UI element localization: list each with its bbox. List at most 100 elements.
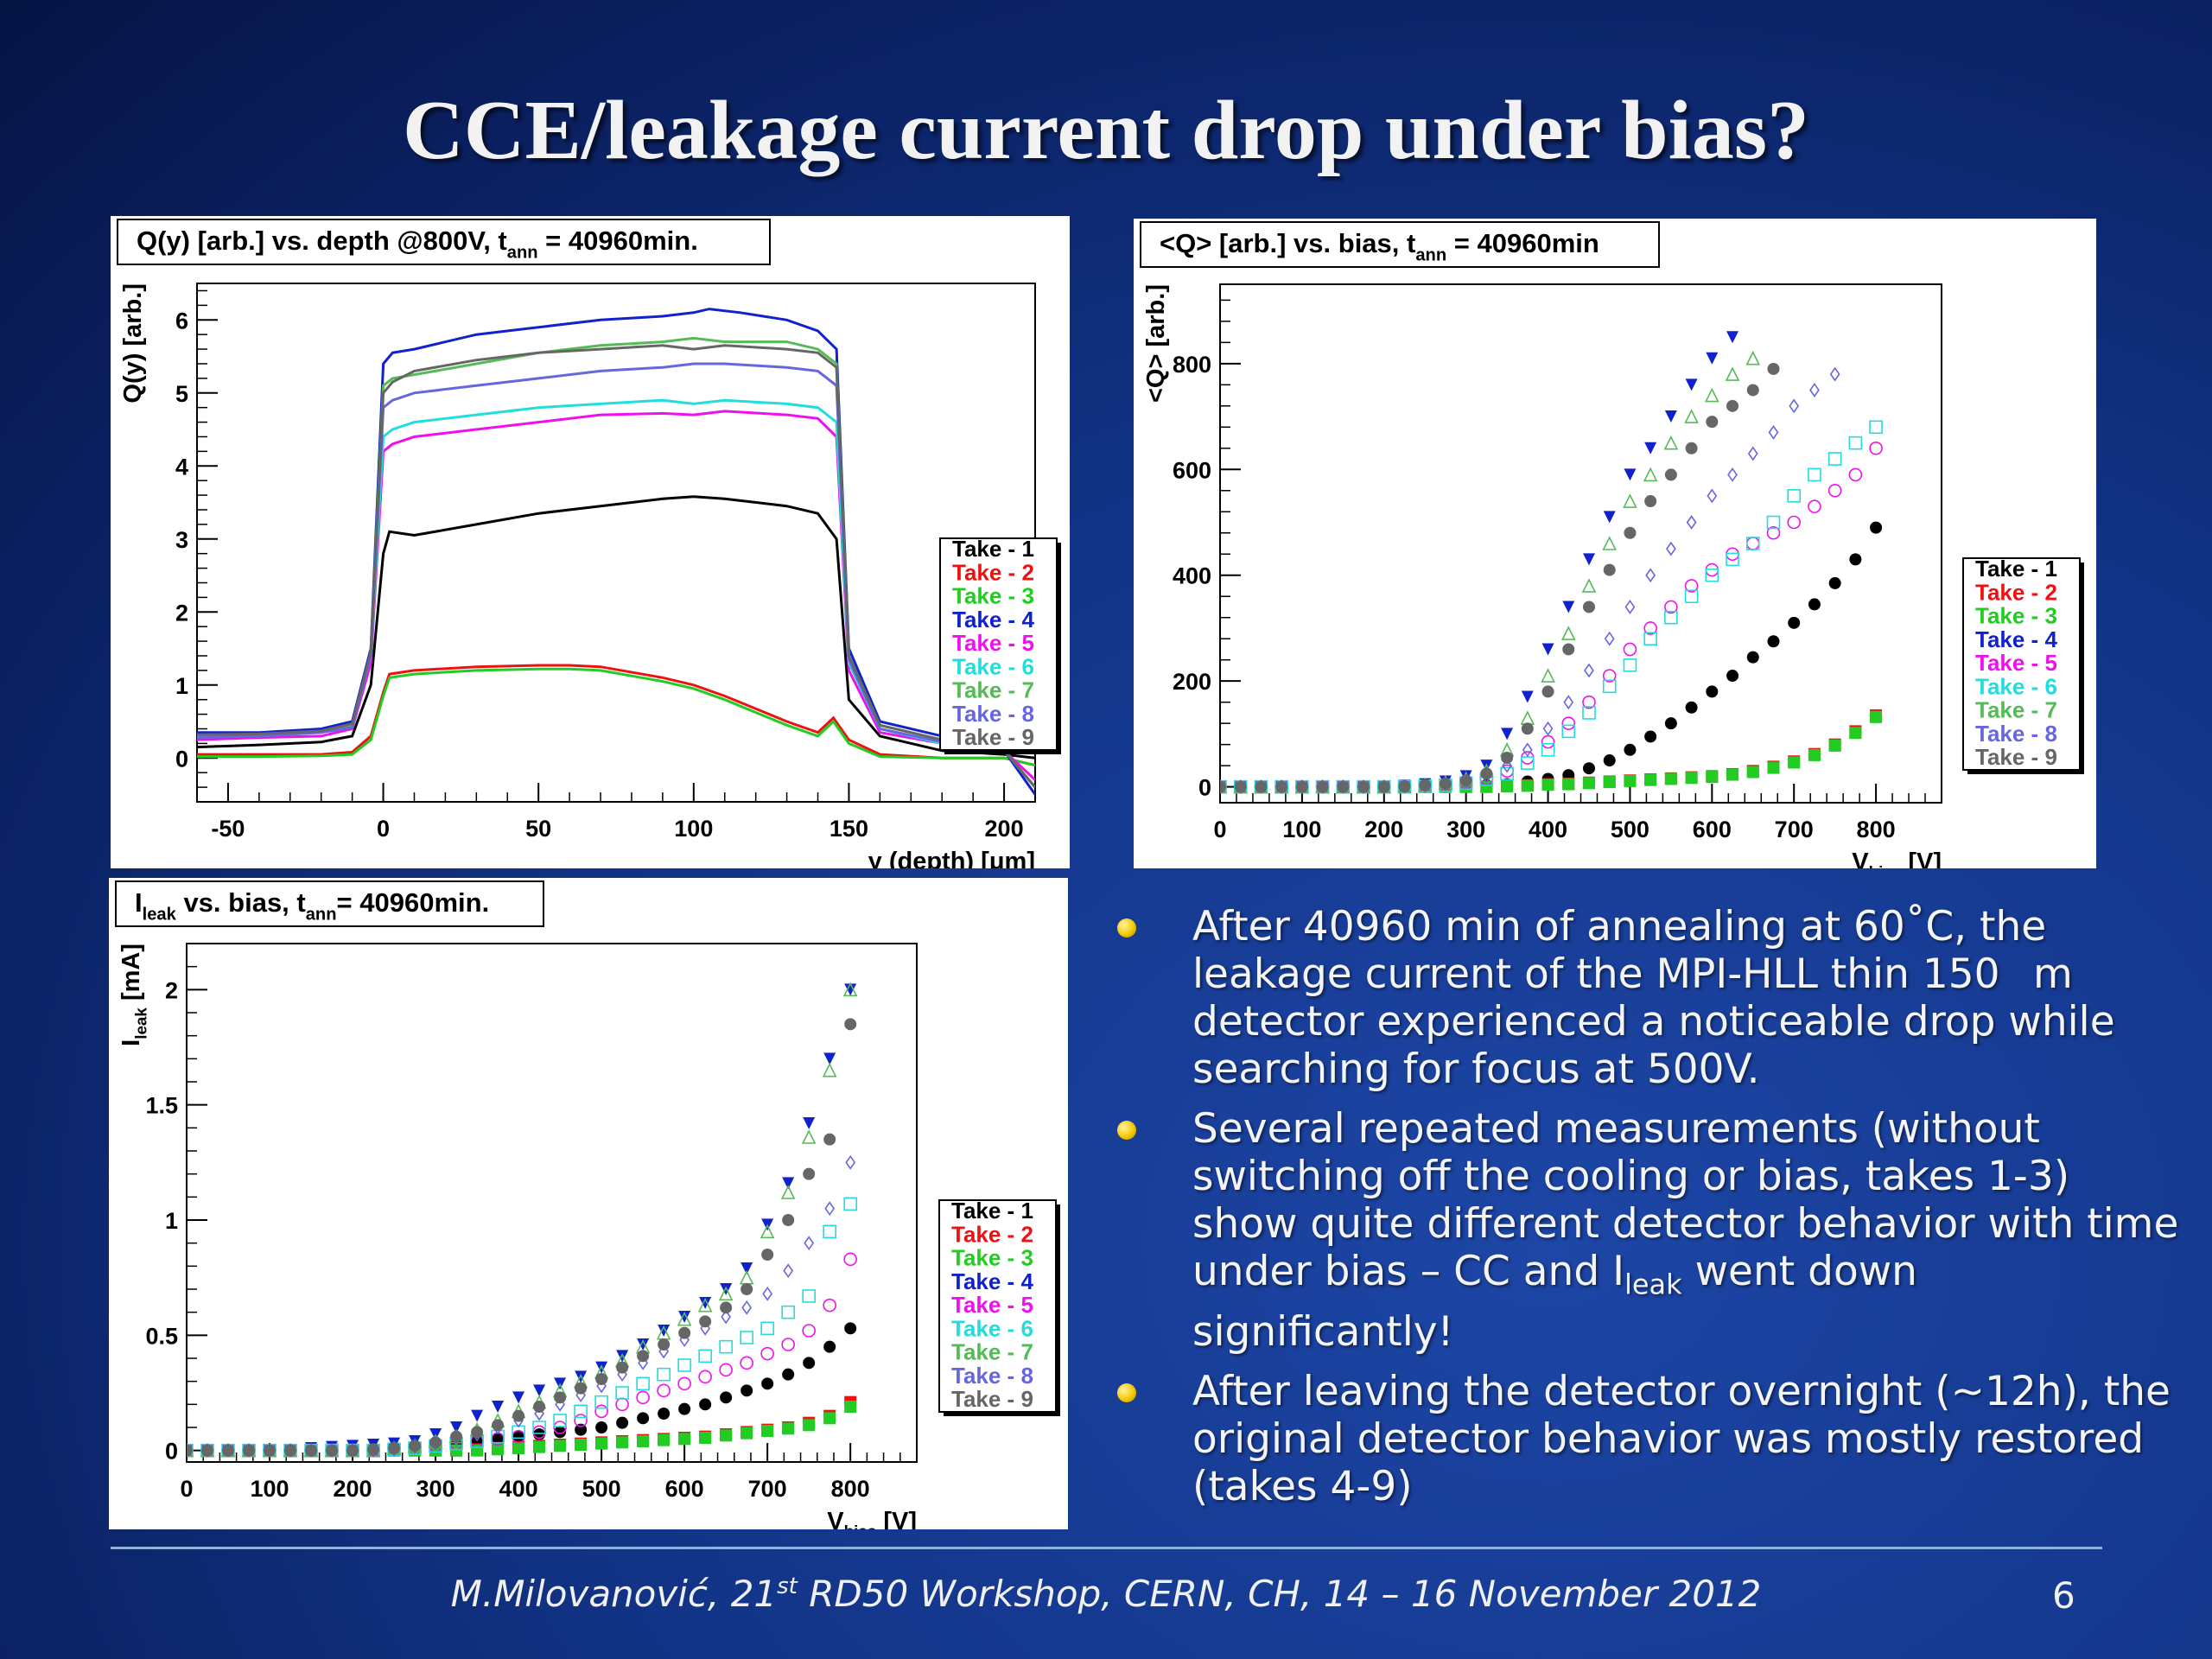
data-point: [554, 1440, 567, 1452]
data-point: [1706, 352, 1719, 365]
data-point: [1541, 734, 1555, 749]
legend-entry: Take - 7: [1975, 697, 2057, 723]
data-point: [1500, 766, 1514, 781]
legend-entry: Take - 3: [951, 1245, 1033, 1271]
data-point: [1275, 780, 1288, 793]
data-point: [637, 1338, 650, 1351]
data-point: [1849, 727, 1862, 740]
y-tick-label: 0.5: [145, 1323, 178, 1349]
y-tick-label: 1: [175, 673, 188, 699]
data-point: [823, 1412, 836, 1425]
x-axis-label: y (depth) [μm]: [868, 848, 1035, 868]
data-point: [1664, 610, 1678, 625]
x-tick-label: -50: [211, 816, 245, 842]
data-point: [1522, 742, 1533, 758]
legend-entry: Take - 1: [1975, 556, 2057, 582]
data-point: [616, 1361, 629, 1374]
x-tick-label: 200: [334, 1476, 372, 1502]
page-number: 6: [2052, 1574, 2075, 1617]
series-take-7: [187, 982, 858, 1458]
x-tick-label: 600: [1693, 817, 1732, 842]
data-point: [698, 1370, 712, 1384]
data-point: [512, 1409, 525, 1422]
data-point: [1603, 511, 1616, 524]
data-point: [1685, 378, 1698, 391]
data-point: [1726, 547, 1739, 562]
data-point: [1541, 668, 1555, 683]
legend-entry: Take - 2: [951, 1221, 1033, 1247]
chart-title-box: [115, 880, 544, 927]
data-point: [1581, 578, 1597, 593]
data-point: [761, 1249, 774, 1261]
legend-box: [938, 1199, 1057, 1413]
x-tick-label: 0: [377, 816, 390, 842]
data-point: [367, 1443, 380, 1456]
data-point: [1480, 767, 1493, 780]
data-point: [575, 1439, 588, 1451]
data-point: [1869, 420, 1883, 435]
bullet-list: After 40960 min of annealing at 60˚C, th…: [1097, 903, 2186, 1522]
data-point: [720, 1429, 733, 1442]
data-point: [326, 1444, 339, 1457]
data-point: [741, 1384, 753, 1397]
legend-entry: Take - 5: [952, 630, 1034, 656]
legend-entry: Take - 4: [1975, 626, 2057, 652]
legend-box: [939, 537, 1058, 751]
data-point: [512, 1391, 525, 1404]
data-point: [1602, 679, 1617, 694]
plot-frame: [196, 283, 1036, 803]
data-point: [1869, 441, 1883, 455]
plot-frame: [1219, 283, 1942, 804]
y-tick-label: 0: [165, 1439, 178, 1465]
data-point: [243, 1444, 256, 1457]
data-point: [678, 1402, 691, 1415]
data-point: [1870, 710, 1883, 723]
data-point: [450, 1430, 463, 1443]
data-point: [1584, 663, 1594, 678]
data-point: [780, 1185, 796, 1199]
legend-entry: Take - 9: [951, 1386, 1033, 1412]
y-tick-label: 2: [165, 977, 178, 1003]
data-point: [1602, 536, 1618, 550]
data-point: [762, 1286, 773, 1301]
y-tick-label: 0: [175, 746, 188, 772]
legend-entry: Take - 9: [1975, 744, 2057, 770]
data-point: [1582, 695, 1596, 709]
data-point: [781, 1305, 795, 1319]
data-point: [843, 1197, 857, 1211]
data-point: [1745, 537, 1760, 550]
data-point: [824, 1201, 836, 1217]
series-take-5: [1220, 441, 1883, 794]
data-point: [533, 1384, 546, 1397]
data-point: [429, 1436, 442, 1449]
x-tick-label: 50: [525, 816, 551, 842]
data-point: [1766, 515, 1781, 530]
data-point: [1768, 425, 1779, 440]
data-point: [677, 1311, 692, 1326]
data-point: [450, 1444, 463, 1457]
data-point: [222, 1444, 235, 1457]
y-axis-label: <Q> [arb.]: [1142, 284, 1170, 403]
data-point: [1643, 467, 1658, 482]
data-point: [637, 1435, 650, 1447]
x-tick-label: 100: [250, 1476, 289, 1502]
data-point: [1521, 690, 1534, 703]
data-point: [699, 1432, 712, 1444]
chart-title: Q(y) [arb.] vs. depth @800V, tann = 4096…: [137, 226, 698, 262]
data-point: [1745, 350, 1761, 365]
data-point: [740, 1331, 753, 1344]
data-point: [201, 1444, 214, 1457]
data-point: [760, 1224, 775, 1239]
data-point: [512, 1430, 525, 1443]
data-point: [492, 1401, 505, 1413]
legend-entry: Take - 3: [952, 583, 1034, 609]
data-point: [1829, 366, 1840, 382]
data-point: [1645, 568, 1656, 583]
data-point: [1705, 387, 1719, 403]
data-point: [616, 1416, 629, 1429]
series-take-3: [187, 1401, 857, 1457]
data-point: [1521, 751, 1535, 765]
data-point: [823, 1133, 836, 1146]
data-point: [1706, 771, 1719, 783]
data-point: [844, 1018, 857, 1031]
